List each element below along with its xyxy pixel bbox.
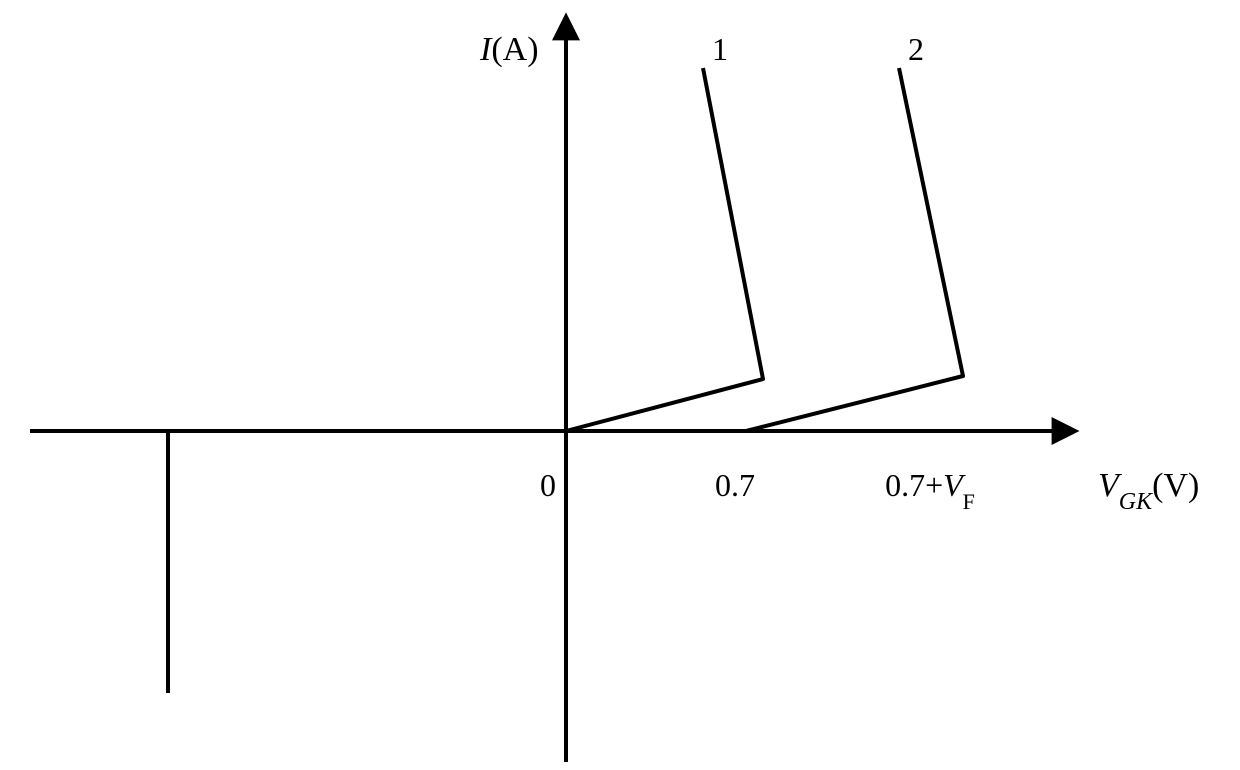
x-tick-1: 0.7+VF bbox=[885, 467, 975, 514]
curve-2 bbox=[746, 68, 963, 431]
curve-label-1: 1 bbox=[712, 31, 728, 67]
curve-1 bbox=[566, 68, 763, 431]
origin-label: 0 bbox=[540, 467, 556, 503]
x-tick-0: 0.7 bbox=[715, 467, 755, 503]
x-axis-label: VGK(V) bbox=[1098, 467, 1199, 515]
curve-label-2: 2 bbox=[908, 31, 924, 67]
y-axis-label: I(A) bbox=[479, 31, 539, 68]
iv-characteristic-chart: 1 2 I(A) VGK(V) 0 0.7 0.7+VF bbox=[0, 0, 1240, 770]
